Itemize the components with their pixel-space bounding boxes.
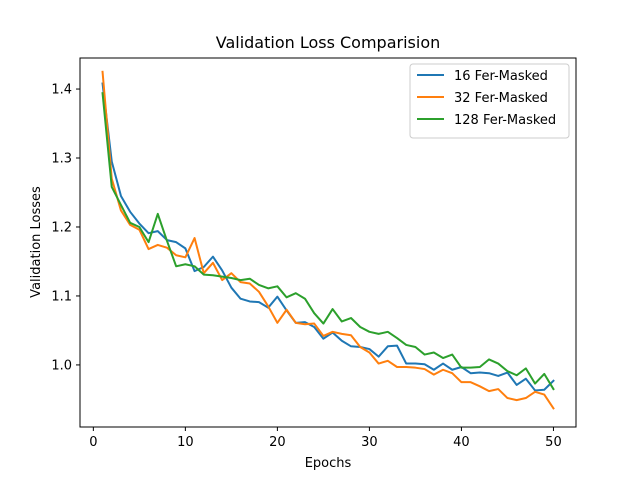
y-tick-label: 1.0 — [51, 358, 72, 373]
plot-frame — [79, 57, 577, 428]
legend-label: 16 Fer-Masked — [454, 69, 548, 84]
plot-area — [101, 70, 555, 410]
x-tick-label: 0 — [89, 435, 97, 450]
legend-label: 128 Fer-Masked — [454, 113, 556, 128]
x-tick-label: 30 — [361, 435, 378, 450]
x-tick-label: 10 — [177, 435, 194, 450]
x-tick-label: 40 — [453, 435, 470, 450]
y-tick-label: 1.4 — [51, 83, 72, 98]
x-axis-title: Epochs — [305, 456, 352, 471]
axes: 0 10 20 30 40 50 1.0 1.1 1.2 1.3 1.4 — [51, 83, 561, 450]
series-line-1 — [101, 82, 555, 392]
y-tick-label: 1.3 — [51, 152, 72, 167]
x-tick-label: 20 — [269, 435, 286, 450]
series-line-2 — [101, 70, 555, 410]
legend: 16 Fer-Masked 32 Fer-Masked 128 Fer-Masked — [409, 63, 570, 139]
y-axis-title: Validation Losses — [29, 186, 44, 298]
y-tick-label: 1.1 — [51, 289, 72, 304]
chart-title: Validation Loss Comparision — [216, 33, 441, 52]
legend-label: 32 Fer-Masked — [454, 91, 548, 106]
legend-box — [409, 63, 570, 139]
y-tick-label: 1.2 — [51, 220, 72, 235]
x-tick-label: 50 — [545, 435, 562, 450]
series-line-3 — [101, 92, 555, 391]
